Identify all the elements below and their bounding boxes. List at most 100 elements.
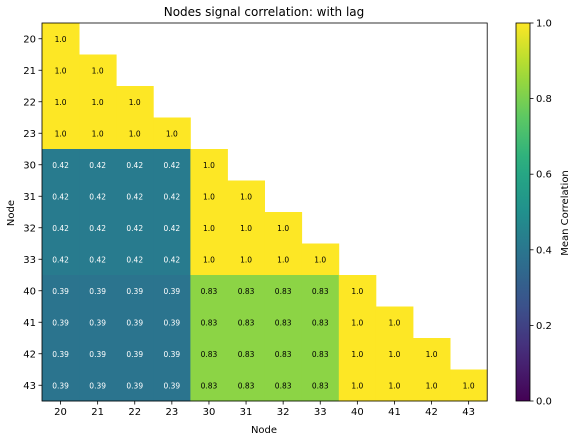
colorbar-gradient [515, 22, 531, 402]
cell-value-label: 1.0 [55, 35, 67, 44]
cell-value-label: 1.0 [351, 381, 363, 390]
heatmap-cell [190, 338, 228, 370]
cell-value-label: 1.0 [240, 224, 252, 233]
heatmap-cell [227, 212, 265, 244]
colorbar-tick-label: 1.0 [536, 19, 552, 30]
cell-value-label: 0.83 [201, 350, 218, 359]
x-axis-ticks: 20 21 22 23 30 31 32 33 40 41 42 43 [54, 401, 475, 418]
cell-value-label: 1.0 [92, 129, 104, 138]
y-tick-label: 43 [23, 381, 36, 392]
heatmap-cell [79, 54, 117, 87]
heatmap-cell [79, 338, 117, 370]
cell-value-label: 0.42 [52, 161, 69, 170]
heatmap-cell [79, 117, 117, 150]
heatmap-cell [338, 306, 377, 339]
x-tick-label: 21 [91, 407, 104, 418]
heatmap-cell [227, 369, 265, 402]
heatmap-cell [153, 212, 191, 244]
y-tick-label: 42 [23, 349, 36, 360]
heatmap-cell [153, 306, 191, 339]
heatmap-cell [153, 149, 191, 181]
heatmap-cell [227, 180, 265, 213]
x-axis-label: Node [251, 425, 277, 436]
heatmap-cell [301, 338, 340, 370]
y-tick-label: 22 [23, 97, 36, 108]
heatmap-cell [116, 306, 154, 339]
cell-value-label: 0.42 [89, 161, 106, 170]
cell-value-label: 1.0 [240, 255, 252, 264]
heatmap-cells: 1.0 1.0 1.0 1.0 1.0 1.0 1.0 1.0 1.0 1.0 0.42 0.42 0.… [42, 23, 488, 402]
heatmap-cell [375, 338, 414, 370]
cell-value-label: 1.0 [203, 192, 215, 201]
cell-value-label: 0.42 [89, 192, 106, 201]
heatmap-cell [338, 338, 377, 370]
heatmap-cell [264, 338, 303, 370]
cell-value-label: 0.42 [163, 255, 180, 264]
heatmap-cell [42, 212, 80, 244]
heatmap-cell [153, 275, 191, 307]
cell-value-label: 1.0 [463, 381, 475, 390]
x-tick-label: 33 [314, 407, 327, 418]
colorbar: 0.0 0.2 0.4 0.6 0.8 1.0 [515, 19, 552, 408]
cell-value-label: 0.42 [126, 161, 143, 170]
cell-value-label: 0.39 [89, 287, 106, 296]
cell-value-label: 0.83 [312, 350, 329, 359]
cell-value-label: 1.0 [129, 129, 141, 138]
cell-value-label: 0.39 [52, 381, 69, 390]
cell-value-label: 0.39 [89, 381, 106, 390]
heatmap-cell [153, 117, 191, 150]
heatmap-cell [79, 306, 117, 339]
cell-value-label: 0.42 [126, 192, 143, 201]
x-tick-label: 30 [203, 407, 216, 418]
heatmap-cell [227, 306, 265, 339]
heatmap-cell [42, 338, 80, 370]
cell-value-label: 1.0 [426, 350, 438, 359]
cell-value-label: 0.39 [126, 350, 143, 359]
x-tick-label: 32 [277, 407, 290, 418]
cell-value-label: 0.39 [163, 350, 180, 359]
heatmap-cell [413, 338, 451, 370]
heatmap-cell [264, 275, 303, 307]
cell-value-label: 0.42 [89, 255, 106, 264]
heatmap-cell [227, 338, 265, 370]
cell-value-label: 0.83 [275, 287, 292, 296]
y-tick-label: 23 [23, 129, 36, 140]
heatmap-cell [42, 23, 80, 55]
heatmap-cell [42, 306, 80, 339]
cell-value-label: 0.83 [238, 350, 255, 359]
heatmap-cell [79, 243, 117, 276]
cell-value-label: 1.0 [351, 350, 363, 359]
cell-value-label: 1.0 [426, 381, 438, 390]
cell-value-label: 1.0 [277, 255, 289, 264]
heatmap-cell [79, 212, 117, 244]
cell-value-label: 0.83 [201, 287, 218, 296]
cell-value-label: 0.39 [163, 287, 180, 296]
heatmap-cell [190, 243, 228, 276]
heatmap-cell [301, 243, 340, 276]
heatmap-cell [264, 243, 303, 276]
heatmap-cell [79, 275, 117, 307]
y-tick-label: 32 [23, 223, 36, 234]
heatmap-cell [264, 369, 303, 402]
x-tick-label: 40 [351, 407, 364, 418]
heatmap-cell [264, 212, 303, 244]
heatmap-cell [42, 117, 80, 150]
cell-value-label: 0.83 [312, 381, 329, 390]
cell-value-label: 0.39 [126, 318, 143, 327]
heatmap-cell [42, 369, 80, 402]
heatmap-cell [375, 369, 414, 402]
y-tick-label: 31 [23, 192, 36, 203]
y-tick-label: 20 [23, 34, 36, 45]
cell-value-label: 1.0 [388, 318, 400, 327]
cell-value-label: 1.0 [55, 98, 67, 107]
cell-value-label: 0.42 [126, 255, 143, 264]
heatmap-cell [116, 369, 154, 402]
x-tick-label: 22 [128, 407, 141, 418]
cell-value-label: 0.39 [89, 318, 106, 327]
heatmap-cell [116, 338, 154, 370]
heatmap-cell [190, 212, 228, 244]
heatmap-cell [116, 117, 154, 150]
cell-value-label: 0.42 [52, 192, 69, 201]
cell-value-label: 0.39 [126, 287, 143, 296]
